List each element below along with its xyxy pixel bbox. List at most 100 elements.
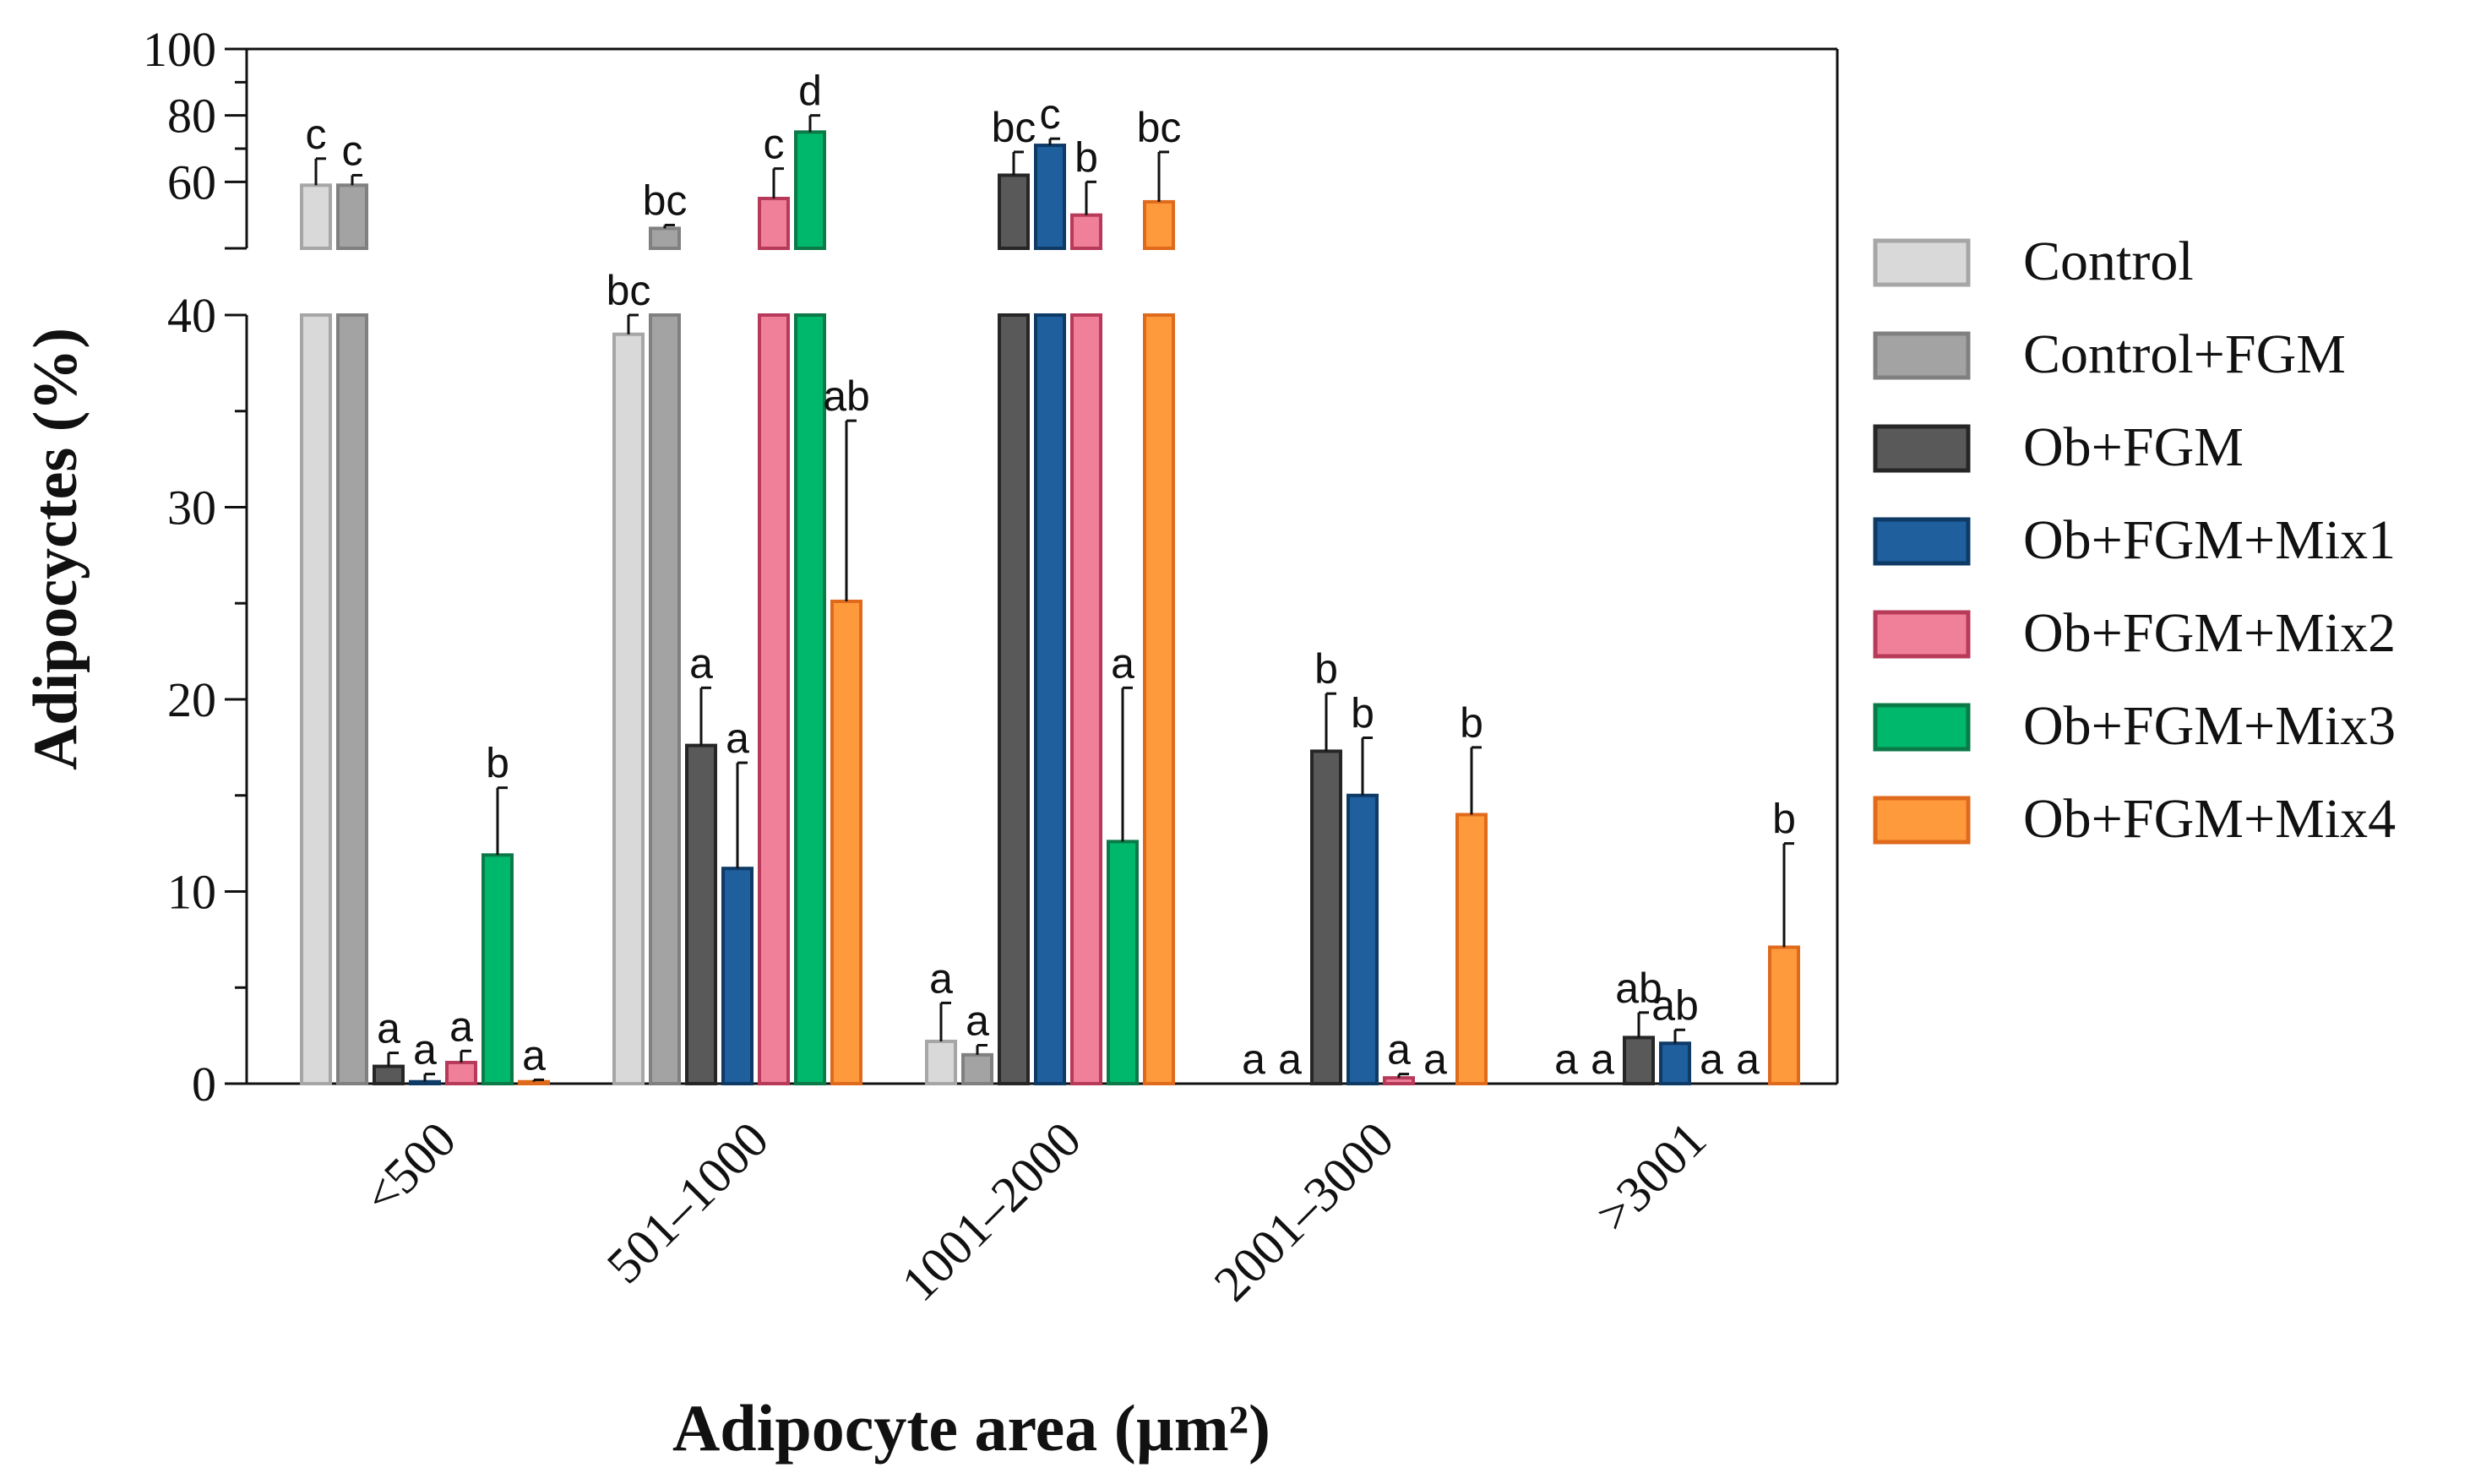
significance-letter: a <box>522 1031 546 1079</box>
y-tick-label: 100 <box>143 22 216 77</box>
x-axis-label: Adipocyte area (µm²) <box>672 1391 1270 1465</box>
significance-letter: a <box>1554 1036 1578 1083</box>
y-tick-label: 30 <box>167 481 216 535</box>
bar-ob-fgm-4 <box>1623 1036 1655 1086</box>
bar-ob-fgm-mix1-2-upper <box>1034 144 1066 250</box>
significance-letter: a <box>1387 1026 1411 1074</box>
plot-area <box>247 47 1839 1086</box>
axis-break-gap <box>221 252 252 312</box>
bar-ob-fgm-mix1-1 <box>721 867 754 1085</box>
bar-ob-fgm-mix2-2-upper <box>1070 213 1102 251</box>
significance-letter: a <box>1700 1036 1723 1083</box>
legend-swatch-ob-fgm-mix1 <box>1873 517 1971 566</box>
bar-control-0-upper <box>300 183 332 250</box>
bar-ob-fgm-mix2-1-upper <box>758 197 790 250</box>
legend-swatch-ob-fgm <box>1873 424 1971 473</box>
legend-swatch-control <box>1873 238 1971 287</box>
bar-ob-fgm-2-upper <box>998 173 1030 250</box>
bar-ob-fgm-mix4-0 <box>518 1079 550 1085</box>
significance-letter: b <box>486 740 509 787</box>
significance-letter: a <box>1423 1036 1447 1083</box>
bar-ob-fgm-mix4-2-upper <box>1143 199 1175 250</box>
x-axis: <500 501–1000 1001–2000 2001–3000 >3001 <box>353 1112 1716 1313</box>
significance-letter: a <box>1242 1036 1265 1083</box>
bar-ob-fgm-mix4-4 <box>1768 945 1800 1085</box>
y-tick-label: 10 <box>167 865 216 920</box>
y-tick-label: 60 <box>167 155 216 209</box>
bar-ob-fgm-mix4-1 <box>830 599 862 1085</box>
y-tick-label: 40 <box>167 288 216 343</box>
x-tick-label: <500 <box>353 1112 466 1225</box>
legend-swatch-ob-fgm-mix2 <box>1873 610 1971 659</box>
bar-ob-fgm-mix1-0 <box>409 1079 441 1085</box>
significance-letter: ab <box>1615 965 1662 1012</box>
x-tick-label: 2001–3000 <box>1204 1112 1405 1313</box>
significance-letter: bc <box>607 267 651 314</box>
bar-ob-fgm-0 <box>373 1064 405 1086</box>
legend: Control Control+FGM Ob+FGM Ob+FGM+Mix1 Ob+FG… <box>1873 231 2396 850</box>
legend-label: Ob+FGM+Mix3 <box>2023 695 2396 757</box>
legend-label: Ob+FGM+Mix1 <box>2023 509 2396 571</box>
legend-label: Ob+FGM+Mix4 <box>2023 788 2396 850</box>
legend-swatch-ob-fgm-mix3 <box>1873 703 1971 752</box>
bar-control-fgm-1-upper <box>649 226 681 250</box>
significance-letter: ab <box>1651 981 1699 1029</box>
bar-control-fgm-0-lower <box>336 313 368 1085</box>
bar-ob-fgm-mix1-4 <box>1659 1041 1691 1085</box>
bar-control-0-lower <box>300 313 332 1085</box>
bar-ob-fgm-mix2-3 <box>1383 1076 1415 1086</box>
significance-letter: a <box>413 1026 437 1074</box>
legend-label: Ob+FGM+Mix2 <box>2023 602 2396 664</box>
significance-letter: a <box>966 997 989 1045</box>
legend-swatch-ob-fgm-mix4 <box>1873 796 1971 845</box>
x-tick-label: >3001 <box>1586 1112 1716 1242</box>
significance-letter: a <box>929 954 953 1002</box>
bar-ob-fgm-mix2-2-lower <box>1070 313 1102 1085</box>
legend-label: Ob+FGM <box>2023 416 2244 478</box>
significance-letter: bc <box>992 104 1036 151</box>
bar-ob-fgm-mix3-2 <box>1107 840 1139 1085</box>
bar-ob-fgm-mix2-1-lower <box>758 313 790 1085</box>
significance-letter: b <box>1460 699 1483 747</box>
y-tick-label: 80 <box>167 89 216 144</box>
y-axis: 0 10 20 30 40 60 80 100 <box>143 22 252 1112</box>
y-tick-label: 0 <box>192 1057 216 1112</box>
significance-letter: c <box>764 121 785 168</box>
significance-letter: a <box>1111 639 1134 687</box>
bar-ob-fgm-3 <box>1310 749 1342 1085</box>
y-tick-label: 20 <box>167 672 216 727</box>
significance-letter: d <box>798 68 822 115</box>
legend-label: Control+FGM <box>2023 323 2346 385</box>
bar-control-fgm-2 <box>961 1052 993 1085</box>
bar-ob-fgm-mix4-2-lower <box>1143 313 1175 1085</box>
significance-letter: a <box>1278 1036 1302 1083</box>
x-tick-label: 1001–2000 <box>891 1112 1092 1313</box>
significance-letter: b <box>1351 690 1374 737</box>
significance-letter: a <box>1591 1036 1614 1083</box>
bar-ob-fgm-mix1-2-lower <box>1034 313 1066 1085</box>
legend-label: Control <box>2023 231 2194 292</box>
x-tick-label: 501–1000 <box>596 1112 779 1294</box>
significance-letter: a <box>689 639 713 687</box>
bar-ob-fgm-mix1-3 <box>1347 793 1379 1085</box>
y-axis-label: Adipocyctes (%) <box>21 328 90 770</box>
significance-letter: b <box>1772 796 1796 843</box>
significance-letter: c <box>306 111 327 158</box>
bar-ob-fgm-mix2-0 <box>445 1060 477 1085</box>
bar-control-fgm-0-upper <box>336 183 368 250</box>
significance-letter: bc <box>1137 104 1182 151</box>
bar-ob-fgm-1 <box>685 743 717 1085</box>
significance-letter: ab <box>823 372 870 420</box>
significance-letter: b <box>1075 133 1098 181</box>
bar-ob-fgm-mix4-3 <box>1455 813 1488 1085</box>
bar-control-1 <box>612 332 645 1085</box>
bar-ob-fgm-mix3-1-lower <box>794 313 826 1085</box>
significance-letter: a <box>449 1003 473 1050</box>
legend-swatch-control-fgm <box>1873 331 1971 380</box>
bar-control-2 <box>925 1039 957 1085</box>
significance-letter: a <box>1736 1036 1760 1083</box>
significance-letter: c <box>342 127 363 174</box>
significance-letter: c <box>1040 90 1061 138</box>
